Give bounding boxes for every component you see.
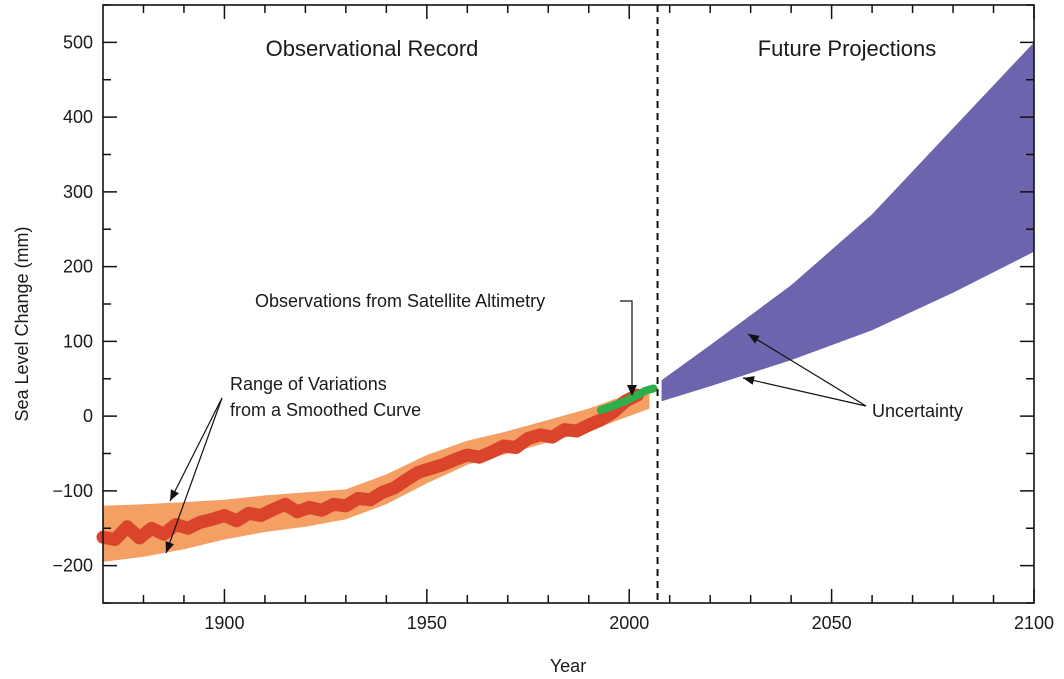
y-tick-label: 0 [83, 406, 93, 426]
y-tick-label: −100 [52, 481, 93, 501]
arrow-uncertainty-lower-shaft [742, 377, 867, 407]
section-label-projections: Future Projections [758, 36, 937, 61]
annotation-uncertainty: Uncertainty [872, 401, 963, 421]
x-axis-label: Year [550, 656, 586, 676]
annotation-range-line-1: Range of Variations [230, 374, 387, 394]
tide-gauge-line [96, 388, 644, 546]
annotation-range-line-2: from a Smoothed Curve [230, 400, 421, 420]
chart-labels: Observational Record Future Projections … [12, 36, 963, 676]
arrow-range-lower-head [165, 541, 174, 553]
y-tick-label: 300 [63, 182, 93, 202]
y-tick-label: 200 [63, 257, 93, 277]
y-tick-label: −200 [52, 556, 93, 576]
x-tick-label: 2050 [812, 613, 852, 633]
annotation-satellite: Observations from Satellite Altimetry [255, 291, 545, 311]
projection-band [661, 42, 1034, 402]
axes: 1900 1950 2000 2050 2100 −200 −100 0 100 200 300 40… [52, 4, 1054, 633]
satellite-line [596, 384, 658, 415]
x-tick-label: 1950 [407, 613, 447, 633]
x-tick-label: 2000 [609, 613, 649, 633]
section-label-observational: Observational Record [266, 36, 479, 61]
y-axis-label: Sea Level Change (mm) [12, 226, 32, 421]
arrow-satellite-head [627, 385, 637, 396]
arrow-range-upper-shaft [169, 397, 223, 502]
annotation-arrows [165, 300, 867, 554]
arrow-satellite-shaft [620, 300, 633, 386]
arrow-uncertainty-upper-head [748, 334, 760, 344]
x-tick-label: 1900 [204, 613, 244, 633]
y-tick-label: 500 [63, 32, 93, 52]
y-tick-label: 400 [63, 107, 93, 127]
arrow-uncertainty-upper-shaft [747, 333, 867, 407]
x-tick-label: 2100 [1014, 613, 1054, 633]
y-tick-label: 100 [63, 331, 93, 351]
plot-marks [96, 42, 1034, 562]
arrow-range-lower-shaft [165, 397, 223, 554]
arrow-range-upper-head [170, 489, 179, 501]
arrow-uncertainty-lower-head [743, 376, 755, 385]
